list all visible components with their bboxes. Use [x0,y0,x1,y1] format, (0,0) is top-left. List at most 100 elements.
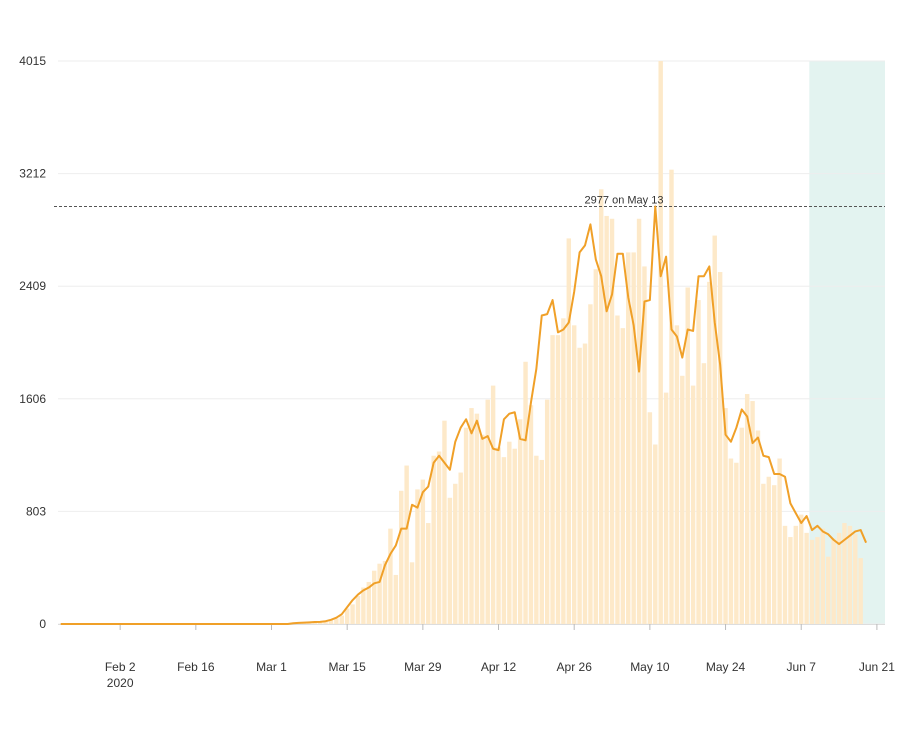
bar [663,392,669,624]
bar [523,361,528,624]
bar [701,363,707,624]
bar [480,434,485,624]
x-tick-label: Jun 7 [787,660,817,674]
bar [566,238,572,625]
bar [517,419,523,624]
x-axis: Feb 2 2020 Feb 16 Mar 1 Mar 15 Mar 29 Apr 12 Ap… [58,624,895,690]
bar [534,455,539,624]
bar [717,272,723,624]
bar [550,335,555,624]
bar [826,556,831,624]
bar [350,604,355,624]
bar [415,489,420,624]
x-tick-label: Mar 29 [404,660,442,674]
bar [361,587,366,624]
bar [858,558,863,624]
bar [847,525,853,624]
bar [447,497,453,624]
bar [571,325,577,624]
bar [723,408,728,624]
bar [631,252,636,624]
bar [577,347,582,624]
bar [804,532,809,624]
bar [317,621,323,624]
bar [496,447,501,624]
x-tick-label: Feb 2 [105,660,136,674]
bar [615,315,620,624]
bar [680,375,685,624]
bar [409,562,415,624]
bar [485,399,490,624]
bar [626,252,631,624]
bar [658,61,663,624]
bar [528,405,534,624]
x-tick-label: May 24 [706,660,746,674]
rolling-average-line [60,205,867,625]
bar [761,483,766,624]
bar [734,462,739,624]
bar [382,560,388,624]
y-axis-ticks: 0 803 1606 2409 3212 4015 [19,54,46,631]
bar [599,189,604,624]
x-tick-label: Mar 1 [256,660,287,674]
bar [642,266,647,624]
bar [674,325,680,624]
bar [809,539,815,624]
bar [739,427,744,624]
y-tick-label: 2409 [19,279,46,293]
bar [793,525,799,624]
bar [463,427,469,624]
bar [588,304,593,624]
bar [469,408,474,624]
bar [323,620,328,624]
bar [555,335,561,624]
bar [561,318,566,624]
bar [512,448,517,624]
bar [653,444,658,624]
x-tick-label: May 10 [630,660,670,674]
bar [788,537,793,624]
x-tick-label: Jun 21 [859,660,895,674]
bar [707,281,712,624]
bar [458,472,463,624]
reference-line-label: 2977 on May 13 [585,195,664,207]
bar [728,458,734,624]
bar [712,235,717,624]
x-tick-label: Apr 26 [557,660,593,674]
bar [474,413,480,624]
bar [539,459,544,624]
bar [771,485,777,624]
y-tick-label: 4015 [19,54,46,68]
bar [669,169,674,625]
bar [582,343,588,624]
bar [620,328,626,624]
bar [507,441,512,624]
bar [815,537,820,624]
y-tick-label: 0 [39,617,46,631]
bar [544,399,550,624]
bar [344,608,350,624]
bar [685,287,690,624]
bar [799,514,804,624]
bar [696,300,701,624]
bar [647,412,653,624]
bar [690,385,696,624]
bar [431,455,436,624]
bar [501,457,507,624]
bar [831,538,836,624]
bar [842,523,847,624]
x-tick-label: Mar 15 [329,660,367,674]
x-tick-label: Apr 12 [481,660,517,674]
bar [593,269,599,624]
bar [636,218,642,624]
bar [328,619,334,624]
bar [453,483,458,624]
bar [836,532,842,624]
bar [334,618,339,624]
bar [355,595,361,624]
bar [366,581,372,624]
bar [388,528,393,624]
x-tick-label: Feb 16 [177,660,215,674]
bar [744,394,750,624]
